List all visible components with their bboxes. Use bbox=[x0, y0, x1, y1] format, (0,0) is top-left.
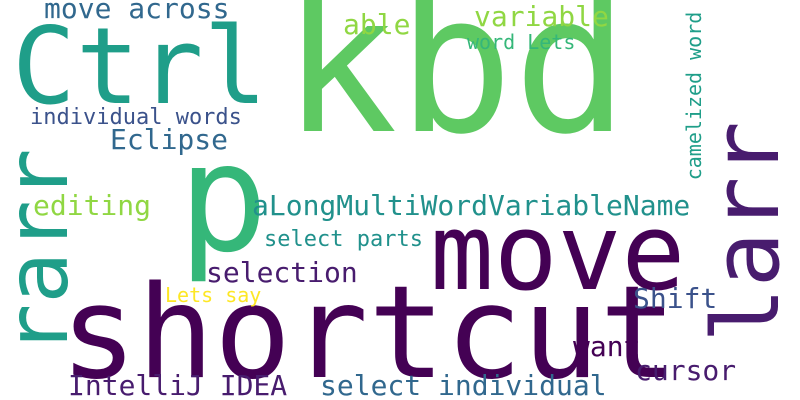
word-editing: editing bbox=[33, 189, 152, 222]
word-ctrl: Ctrl bbox=[12, 5, 268, 128]
word-shift: Shift bbox=[633, 282, 718, 315]
word-selection: selection bbox=[206, 256, 358, 289]
word-shortcut: shortcut bbox=[60, 259, 677, 400]
word-individual-words: individual words bbox=[30, 105, 242, 130]
word-camel-var: aLongMultiWordVariableName bbox=[252, 189, 691, 222]
word-eclipse: Eclipse bbox=[110, 123, 229, 156]
word-camelized-word: camelized word bbox=[682, 11, 706, 181]
word-select-parts: select parts bbox=[264, 227, 423, 252]
word-cursor: cursor bbox=[635, 354, 737, 387]
word-move-across: move across bbox=[44, 0, 230, 25]
word-variable: variable bbox=[474, 0, 609, 33]
word-able: able bbox=[343, 8, 411, 41]
word-rarr: rarr bbox=[0, 148, 88, 356]
word-lets-say: Lets say bbox=[165, 283, 262, 307]
word-want: want bbox=[573, 330, 641, 363]
word-kbd: kbd bbox=[282, 0, 629, 177]
word-word-lets: word Lets bbox=[467, 30, 576, 54]
word-select-individual: select individual bbox=[320, 369, 607, 400]
word-intellij: IntelliJ IDEA bbox=[68, 369, 288, 400]
word-p: p bbox=[178, 112, 269, 286]
word-move: move bbox=[430, 191, 686, 314]
